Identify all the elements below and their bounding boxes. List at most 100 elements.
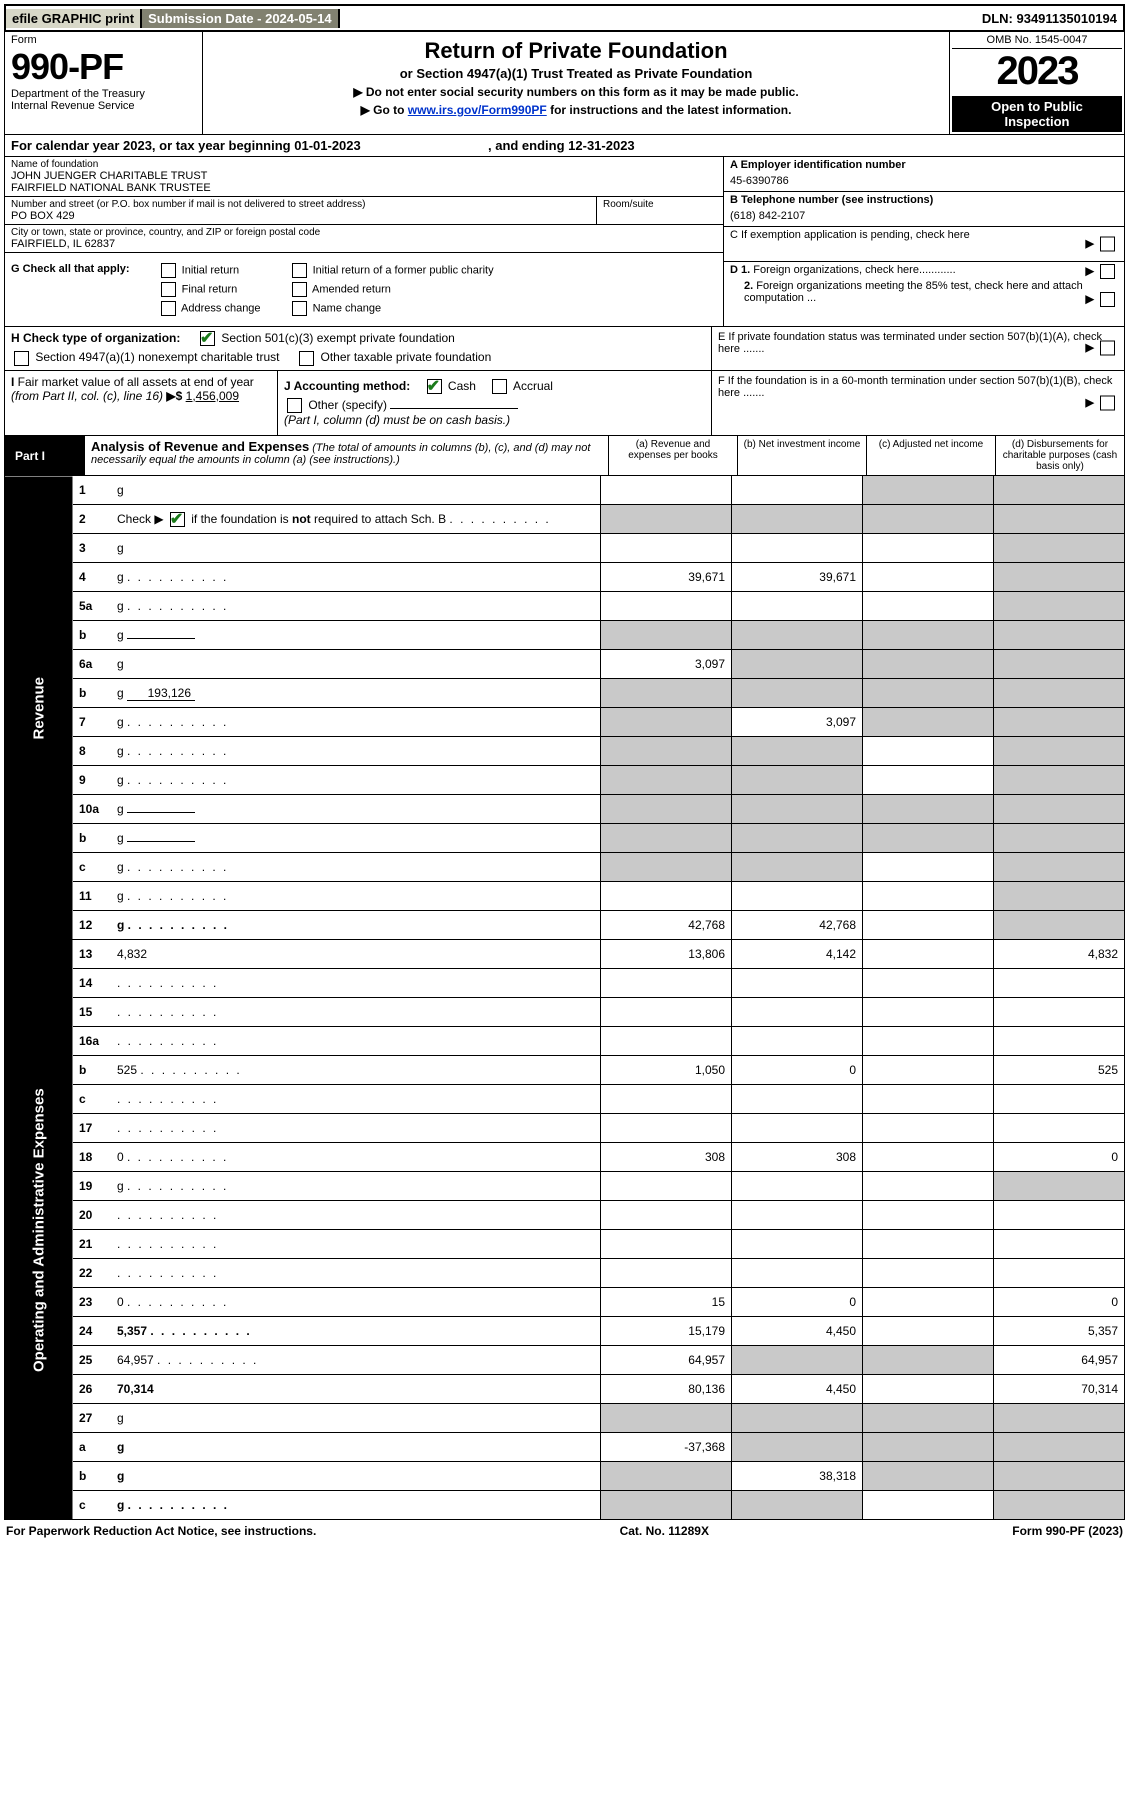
line-number: b bbox=[73, 679, 113, 708]
table-row: 12g 42,76842,768 bbox=[5, 911, 1125, 940]
cell-value bbox=[863, 795, 994, 824]
cell-value bbox=[863, 1259, 994, 1288]
line-description bbox=[113, 1085, 601, 1114]
cell-value bbox=[601, 1462, 732, 1491]
line-description: g bbox=[113, 1172, 601, 1201]
line-number: 17 bbox=[73, 1114, 113, 1143]
cell-value bbox=[732, 679, 863, 708]
initial-return-checkbox[interactable] bbox=[161, 263, 176, 278]
exemption-pending-checkbox[interactable] bbox=[1100, 237, 1115, 252]
cell-value bbox=[994, 621, 1125, 650]
table-row: 15 bbox=[5, 998, 1125, 1027]
accrual-checkbox[interactable] bbox=[492, 379, 507, 394]
cell-value: 308 bbox=[732, 1143, 863, 1172]
cell-value bbox=[732, 1491, 863, 1520]
schb-checkbox[interactable] bbox=[170, 512, 185, 527]
table-row: bg bbox=[5, 621, 1125, 650]
cell-value bbox=[863, 1056, 994, 1085]
cell-value bbox=[863, 1143, 994, 1172]
form-title-block: Return of Private Foundation or Section … bbox=[203, 32, 949, 134]
foundation-name-cell: Name of foundation JOHN JUENGER CHARITAB… bbox=[5, 157, 723, 197]
table-row: b525 1,0500525 bbox=[5, 1056, 1125, 1085]
line-description: g bbox=[113, 911, 601, 940]
cash-checkbox[interactable] bbox=[427, 379, 442, 394]
line-number: 15 bbox=[73, 998, 113, 1027]
entity-section: Name of foundation JOHN JUENGER CHARITAB… bbox=[4, 157, 1125, 327]
cell-value bbox=[601, 998, 732, 1027]
foreign-org-checkbox[interactable] bbox=[1100, 264, 1115, 279]
cell-value bbox=[994, 1404, 1125, 1433]
cell-value bbox=[863, 969, 994, 998]
initial-former-checkbox[interactable] bbox=[292, 263, 307, 278]
address-change-checkbox[interactable] bbox=[161, 301, 176, 316]
cell-value bbox=[863, 1433, 994, 1462]
open-public-badge: Open to Public Inspection bbox=[952, 96, 1122, 132]
line-number: 12 bbox=[73, 911, 113, 940]
cell-value: 80,136 bbox=[601, 1375, 732, 1404]
cell-value: 4,450 bbox=[732, 1317, 863, 1346]
cell-value bbox=[601, 882, 732, 911]
line-description: Check ▶ if the foundation is not require… bbox=[113, 505, 601, 534]
year-block: OMB No. 1545-0047 2023 Open to Public In… bbox=[949, 32, 1124, 134]
4947a1-checkbox[interactable] bbox=[14, 351, 29, 366]
line-description: 0 bbox=[113, 1143, 601, 1172]
cell-value bbox=[863, 621, 994, 650]
table-row: 230 1500 bbox=[5, 1288, 1125, 1317]
cell-value: 0 bbox=[994, 1143, 1125, 1172]
60month-checkbox[interactable] bbox=[1100, 395, 1115, 410]
treasury-dept: Department of the Treasury Internal Reve… bbox=[11, 88, 196, 112]
cell-value: 13,806 bbox=[601, 940, 732, 969]
cell-value bbox=[732, 1172, 863, 1201]
efile-print-button[interactable]: efile GRAPHIC print bbox=[6, 9, 142, 28]
cell-value bbox=[994, 853, 1125, 882]
cell-value bbox=[994, 1201, 1125, 1230]
cell-value: 1,050 bbox=[601, 1056, 732, 1085]
form990pf-link[interactable]: www.irs.gov/Form990PF bbox=[408, 103, 547, 117]
other-taxable-checkbox[interactable] bbox=[299, 351, 314, 366]
line-description: g bbox=[113, 853, 601, 882]
cell-value bbox=[732, 998, 863, 1027]
form-subtitle: or Section 4947(a)(1) Trust Treated as P… bbox=[207, 66, 945, 81]
table-row: 8g bbox=[5, 737, 1125, 766]
cell-value bbox=[863, 1404, 994, 1433]
amended-return-checkbox[interactable] bbox=[292, 282, 307, 297]
cell-value bbox=[601, 1027, 732, 1056]
line-description: 4,832 bbox=[113, 940, 601, 969]
table-row: 14 bbox=[5, 969, 1125, 998]
cell-value bbox=[994, 1172, 1125, 1201]
name-change-checkbox[interactable] bbox=[292, 301, 307, 316]
table-row: 5ag bbox=[5, 592, 1125, 621]
line-number: 16a bbox=[73, 1027, 113, 1056]
cell-value bbox=[732, 592, 863, 621]
cell-value bbox=[994, 824, 1125, 853]
form-footer-label: Form 990-PF (2023) bbox=[1012, 1524, 1123, 1538]
table-row: cg bbox=[5, 1491, 1125, 1520]
calendar-year-row: For calendar year 2023, or tax year begi… bbox=[4, 135, 1125, 157]
ein-cell: A Employer identification number 45-6390… bbox=[724, 157, 1124, 192]
cell-value: 0 bbox=[732, 1056, 863, 1085]
501c3-checkbox[interactable] bbox=[200, 331, 215, 346]
line-number: 10a bbox=[73, 795, 113, 824]
other-method-checkbox[interactable] bbox=[287, 398, 302, 413]
cell-value bbox=[863, 1462, 994, 1491]
line-description: g bbox=[113, 650, 601, 679]
cell-value bbox=[732, 650, 863, 679]
cell-value bbox=[601, 969, 732, 998]
cell-value: 0 bbox=[732, 1288, 863, 1317]
line-number: 1 bbox=[73, 476, 113, 505]
foreign-85-checkbox[interactable] bbox=[1100, 292, 1115, 307]
form-title: Return of Private Foundation bbox=[207, 38, 945, 64]
form-number-block: Form 990-PF Department of the Treasury I… bbox=[5, 32, 203, 134]
status-terminated-checkbox[interactable] bbox=[1100, 341, 1115, 356]
cell-value bbox=[732, 476, 863, 505]
final-return-checkbox[interactable] bbox=[161, 282, 176, 297]
cell-value bbox=[601, 708, 732, 737]
cell-value bbox=[863, 1027, 994, 1056]
cell-value bbox=[601, 766, 732, 795]
table-row: 19g bbox=[5, 1172, 1125, 1201]
cell-value: 3,097 bbox=[732, 708, 863, 737]
cell-value bbox=[994, 708, 1125, 737]
cell-value bbox=[863, 476, 994, 505]
cell-value bbox=[994, 1027, 1125, 1056]
cell-value: 0 bbox=[994, 1288, 1125, 1317]
